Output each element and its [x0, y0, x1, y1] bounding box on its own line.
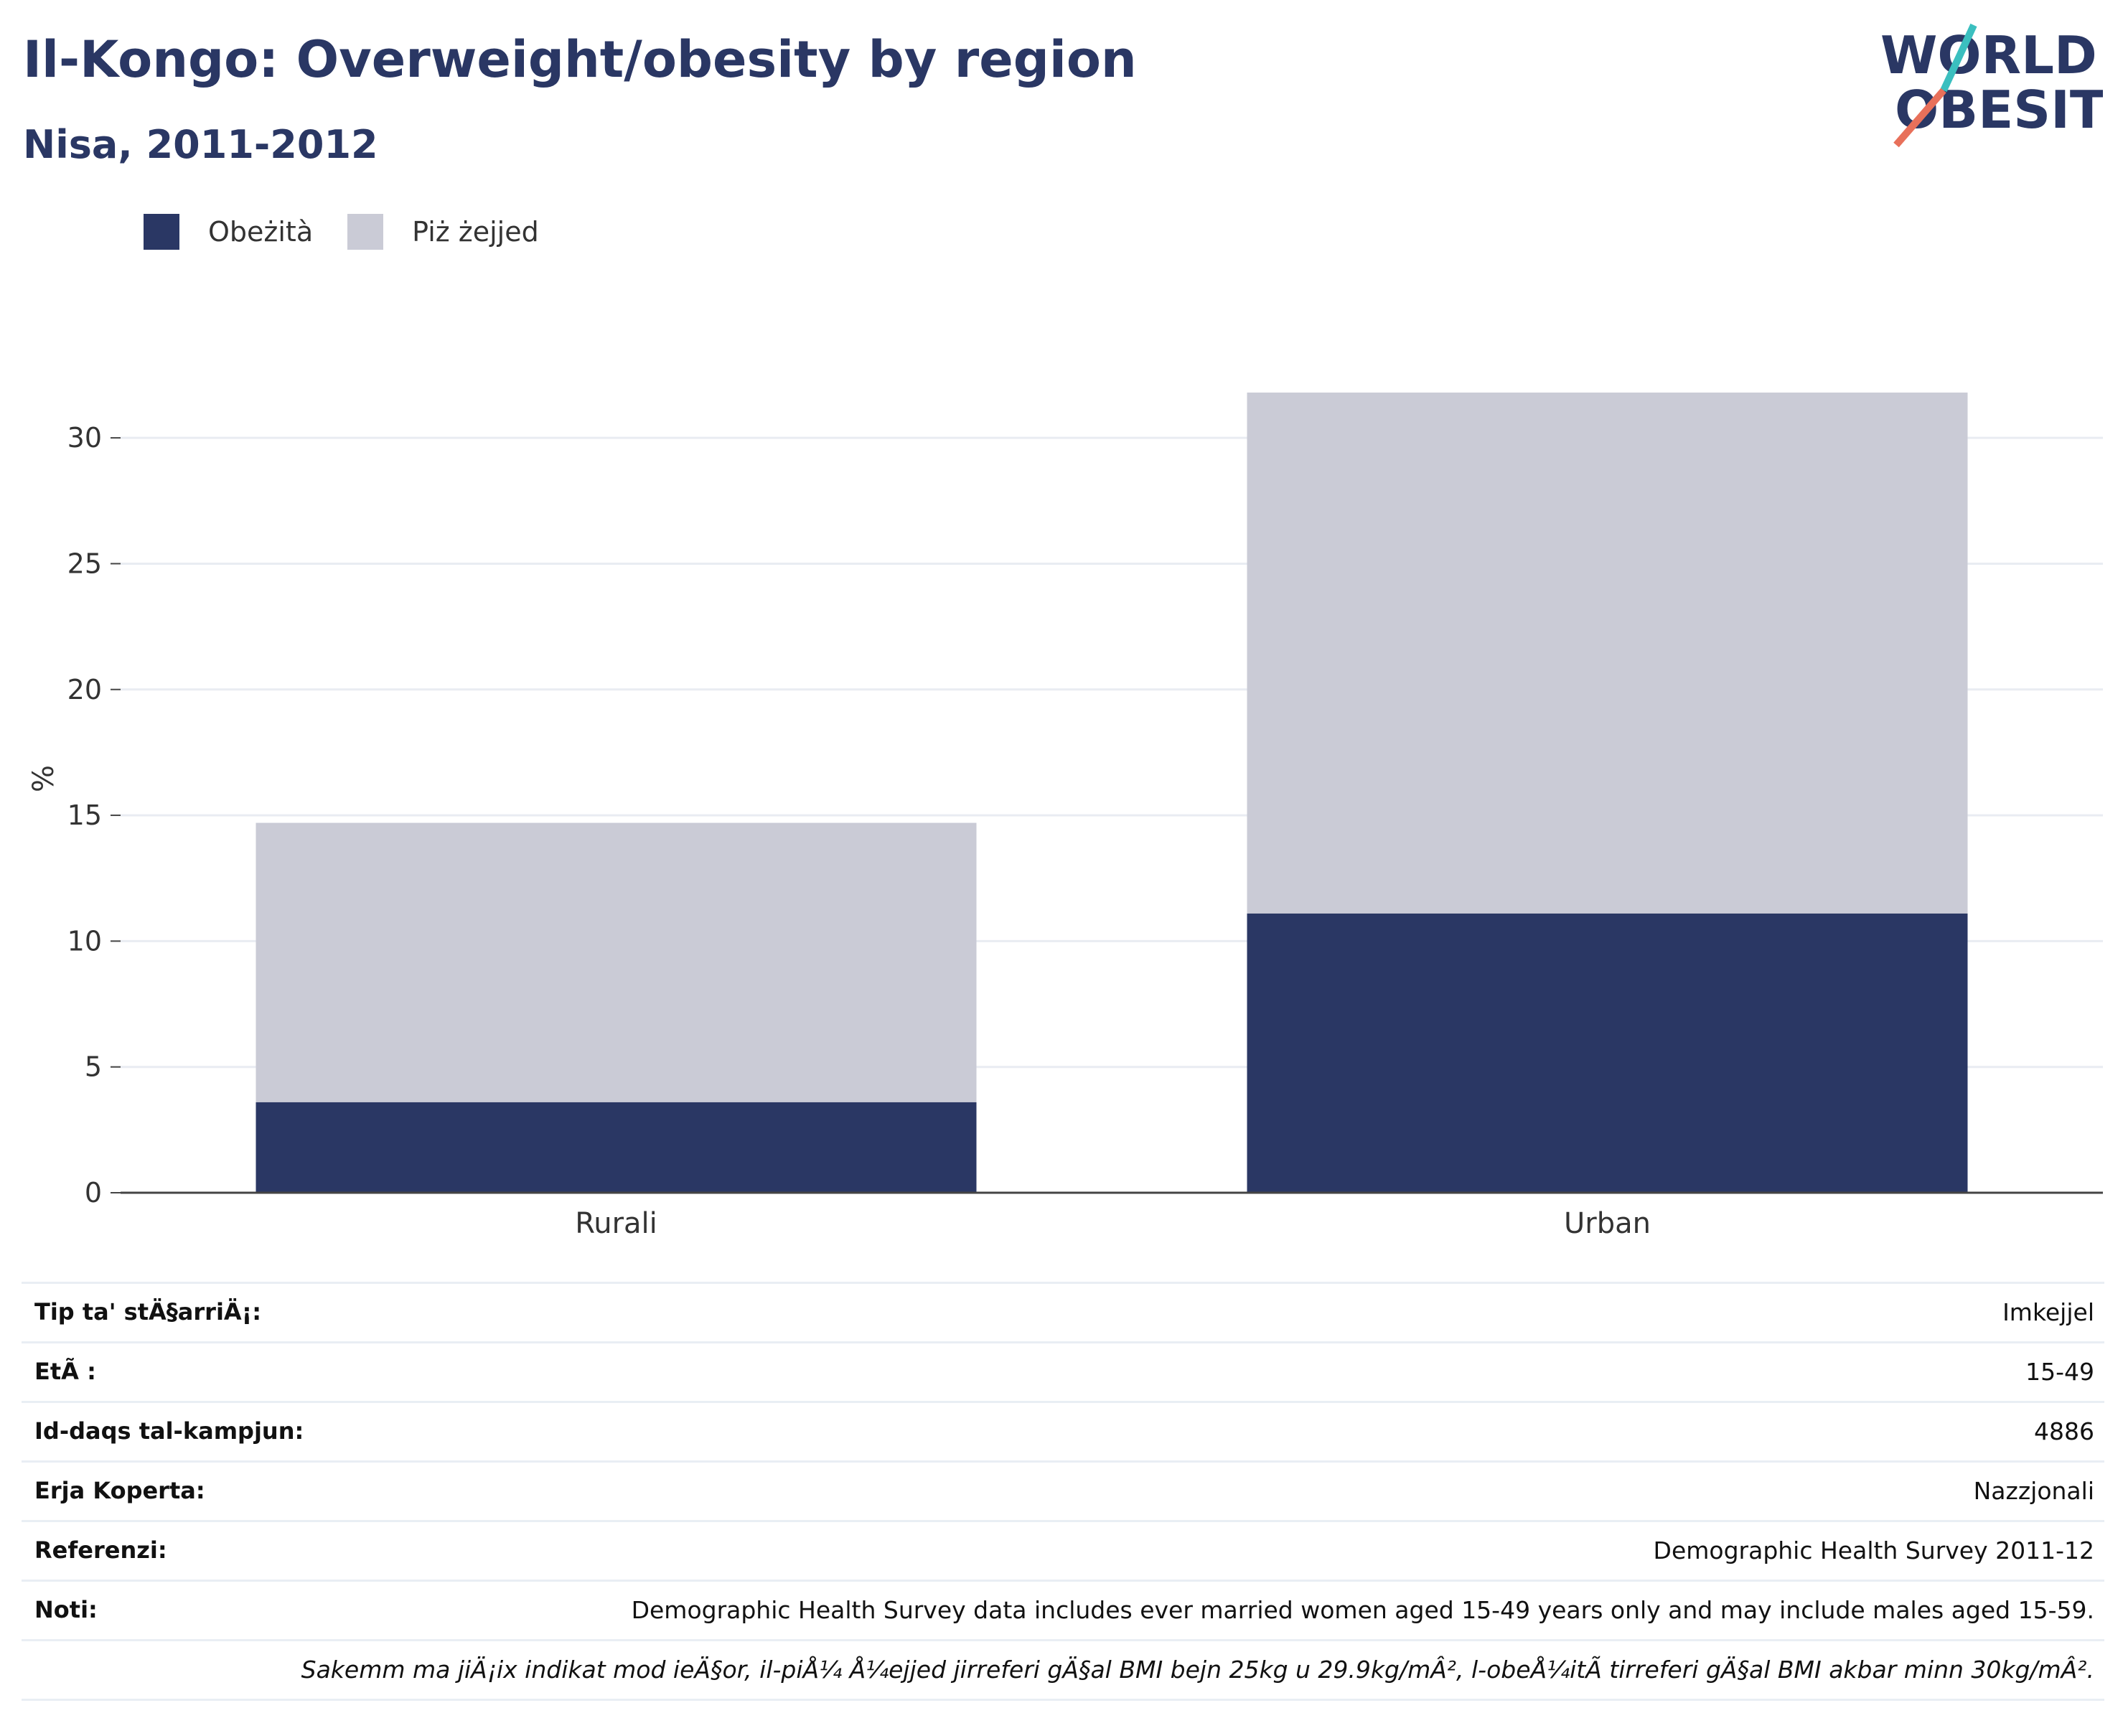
world-obesity-logo: WORLD OBESITY — [1880, 23, 2103, 148]
x-tick-label: Rurali — [575, 1207, 657, 1240]
y-tick-label: 25 — [67, 548, 102, 579]
info-value: Imkejjel — [2002, 1298, 2094, 1326]
info-key: Erja Koperta: — [34, 1477, 205, 1504]
page-title: Il-Kongo: Overweight/obesity by region — [23, 30, 1137, 89]
info-key: EtÃ : — [34, 1358, 96, 1385]
logo-slash-coral — [1893, 88, 1946, 148]
legend-item-obesity: Obeżità — [144, 214, 313, 250]
info-value: Nazzjonali — [1973, 1477, 2094, 1505]
logo-line1: WORLD — [1880, 25, 2097, 85]
info-row-references: Referenzi: Demographic Health Survey 201… — [22, 1520, 2104, 1580]
y-tick-label: 30 — [67, 422, 102, 454]
info-row-notes: Noti: Demographic Health Survey data inc… — [22, 1580, 2104, 1639]
stacked-bar-chart: 0 5 10 15 20 25 30 Rurali Urban% — [27, 393, 2103, 1240]
info-value: 4886 — [2034, 1417, 2094, 1445]
info-key: Tip ta' stÄ§arriÄ¡: — [34, 1298, 262, 1326]
legend-swatch-obesity — [144, 214, 179, 250]
bar-urban-overweight — [1247, 393, 1968, 914]
y-tick-label: 0 — [85, 1177, 102, 1209]
info-key: Referenzi: — [34, 1536, 167, 1564]
info-row-definition: Sakemm ma jiÄ¡ix indikat mod ieÄ§or, il-… — [22, 1639, 2104, 1701]
chart-legend: Obeżità Piż żejjed — [144, 214, 573, 250]
info-key: Id-daqs tal-kampjun: — [34, 1417, 304, 1445]
info-value: Demographic Health Survey data includes … — [631, 1596, 2094, 1624]
info-value: Sakemm ma jiÄ¡ix indikat mod ieÄ§or, il-… — [301, 1656, 2094, 1684]
logo-slash-teal — [1940, 23, 1977, 93]
y-tick-label: 20 — [67, 674, 102, 705]
page-subtitle: Nisa, 2011-2012 — [23, 122, 378, 167]
legend-swatch-overweight — [347, 214, 384, 250]
info-value: 15-49 — [2025, 1358, 2094, 1386]
legend-label-overweight: Piż żejjed — [412, 216, 539, 248]
info-row-area-covered: Erja Koperta: Nazzjonali — [22, 1460, 2104, 1520]
x-tick-label: Urban — [1564, 1207, 1651, 1240]
info-row-sample-size: Id-daqs tal-kampjun: 4886 — [22, 1401, 2104, 1460]
y-tick-label: 15 — [67, 799, 102, 831]
info-table: Tip ta' stÄ§arriÄ¡: Imkejjel EtÃ : 15-49… — [22, 1282, 2104, 1701]
legend-item-overweight: Piż żejjed — [347, 214, 539, 250]
y-tick-label: 10 — [67, 925, 102, 957]
info-row-survey-type: Tip ta' stÄ§arriÄ¡: Imkejjel — [22, 1282, 2104, 1341]
bar-urban-obesity — [1247, 913, 1968, 1193]
y-axis-label: % — [27, 765, 60, 792]
bar-rurali-obesity — [256, 1102, 977, 1193]
legend-label-obesity: Obeżità — [208, 216, 314, 248]
y-tick-label: 5 — [85, 1051, 102, 1083]
info-value: Demographic Health Survey 2011-12 — [1653, 1536, 2094, 1564]
bar-rurali-overweight — [256, 822, 977, 1102]
info-key: Noti: — [34, 1596, 98, 1623]
info-row-age: EtÃ : 15-49 — [22, 1341, 2104, 1401]
